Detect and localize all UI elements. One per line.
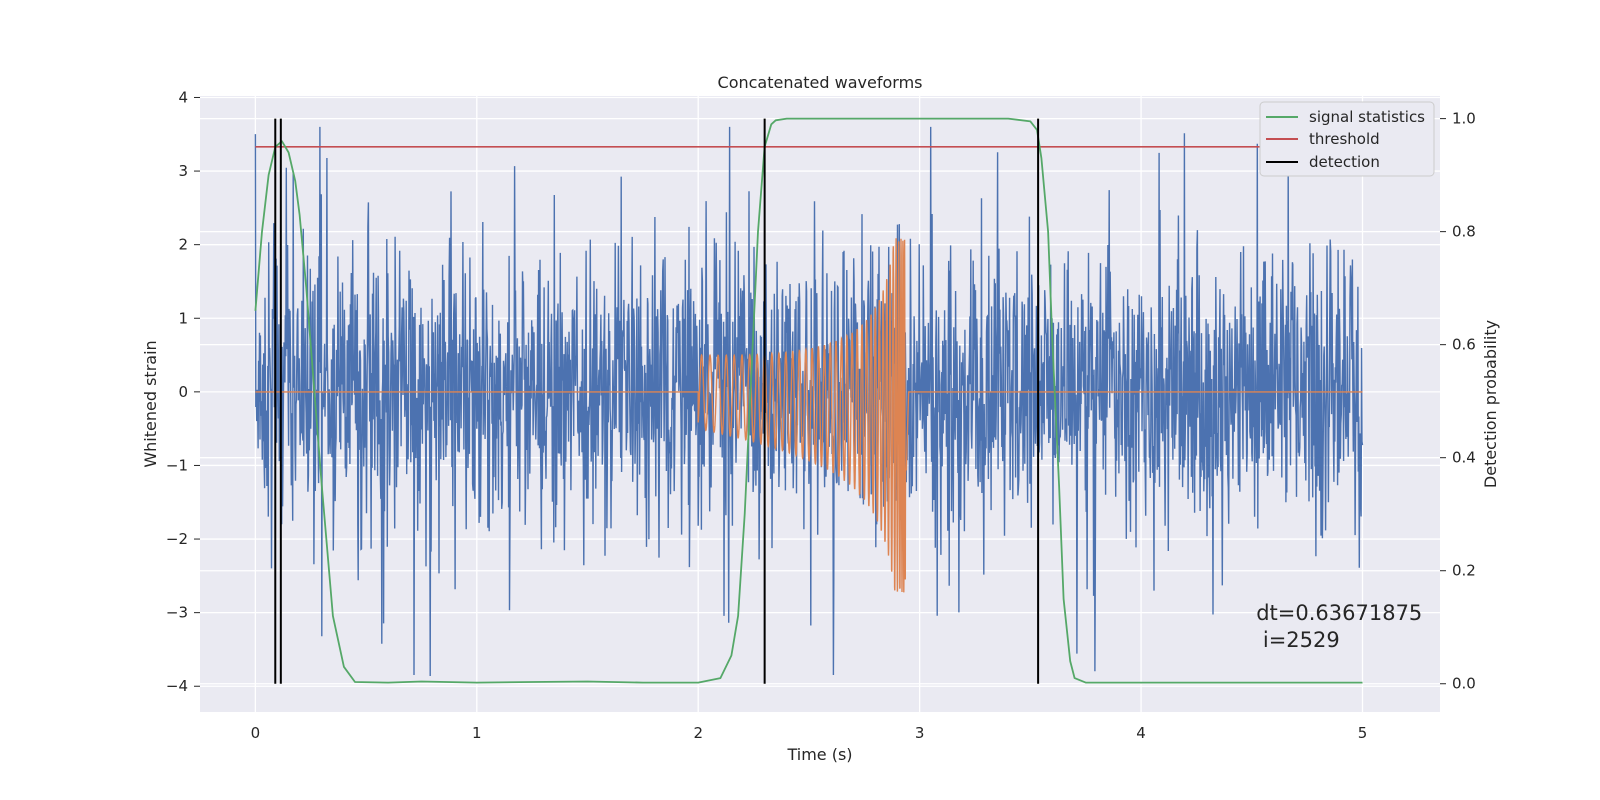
x-tick-label: 5 [1358,724,1368,742]
x-tick-label: 1 [472,724,482,742]
annotation-dt: dt=0.63671875 [1256,601,1422,625]
y-tick-label: 3 [178,162,188,180]
y-tick-label: −4 [166,677,188,695]
series-layer [254,117,1364,684]
y-tick-label: −3 [166,604,188,622]
legend-box [1259,101,1435,177]
series-injected-waveform [255,238,1363,593]
y2-axis-label: Detection probability [1481,320,1500,488]
legend-label-detection: detection [1309,153,1380,171]
y-tick-label: 4 [178,88,188,106]
y2-tick-label: 0.0 [1452,675,1476,693]
legend-label-signal-statistics: signal statistics [1309,108,1425,126]
y2-tick-label: 0.8 [1452,223,1476,241]
y2-tick-label: 0.4 [1452,449,1476,467]
legend-label-threshold: threshold [1309,130,1380,148]
annotation-i: i=2529 [1256,628,1340,652]
chart-title: Concatenated waveforms [718,73,923,92]
ticks: 0 1 2 3 4 5 −4 −3 −2 −1 0 1 2 3 4 0.0 0.2 0.4 0.6 0.8 1.0 [166,88,1476,742]
x-tick-label: 3 [915,724,925,742]
y-tick-label: 0 [178,383,188,401]
x-tick-label: 0 [251,724,261,742]
x-axis-label: Time (s) [786,745,852,764]
y2-tick-label: 0.6 [1452,336,1476,354]
x-tick-label: 2 [693,724,703,742]
y-tick-label: −1 [166,456,188,474]
y2-tick-label: 0.2 [1452,562,1476,580]
x-tick-label: 4 [1136,724,1146,742]
series-signal-statistics [254,117,1363,684]
legend: signal statistics threshold detection [1259,101,1435,177]
y-tick-label: 2 [178,236,188,254]
y-tick-label: −2 [166,530,188,548]
y-axis-label: Whitened strain [141,340,160,467]
series-noise-strain [254,126,1364,677]
y2-tick-label: 1.0 [1452,110,1476,128]
y-tick-label: 1 [178,309,188,327]
